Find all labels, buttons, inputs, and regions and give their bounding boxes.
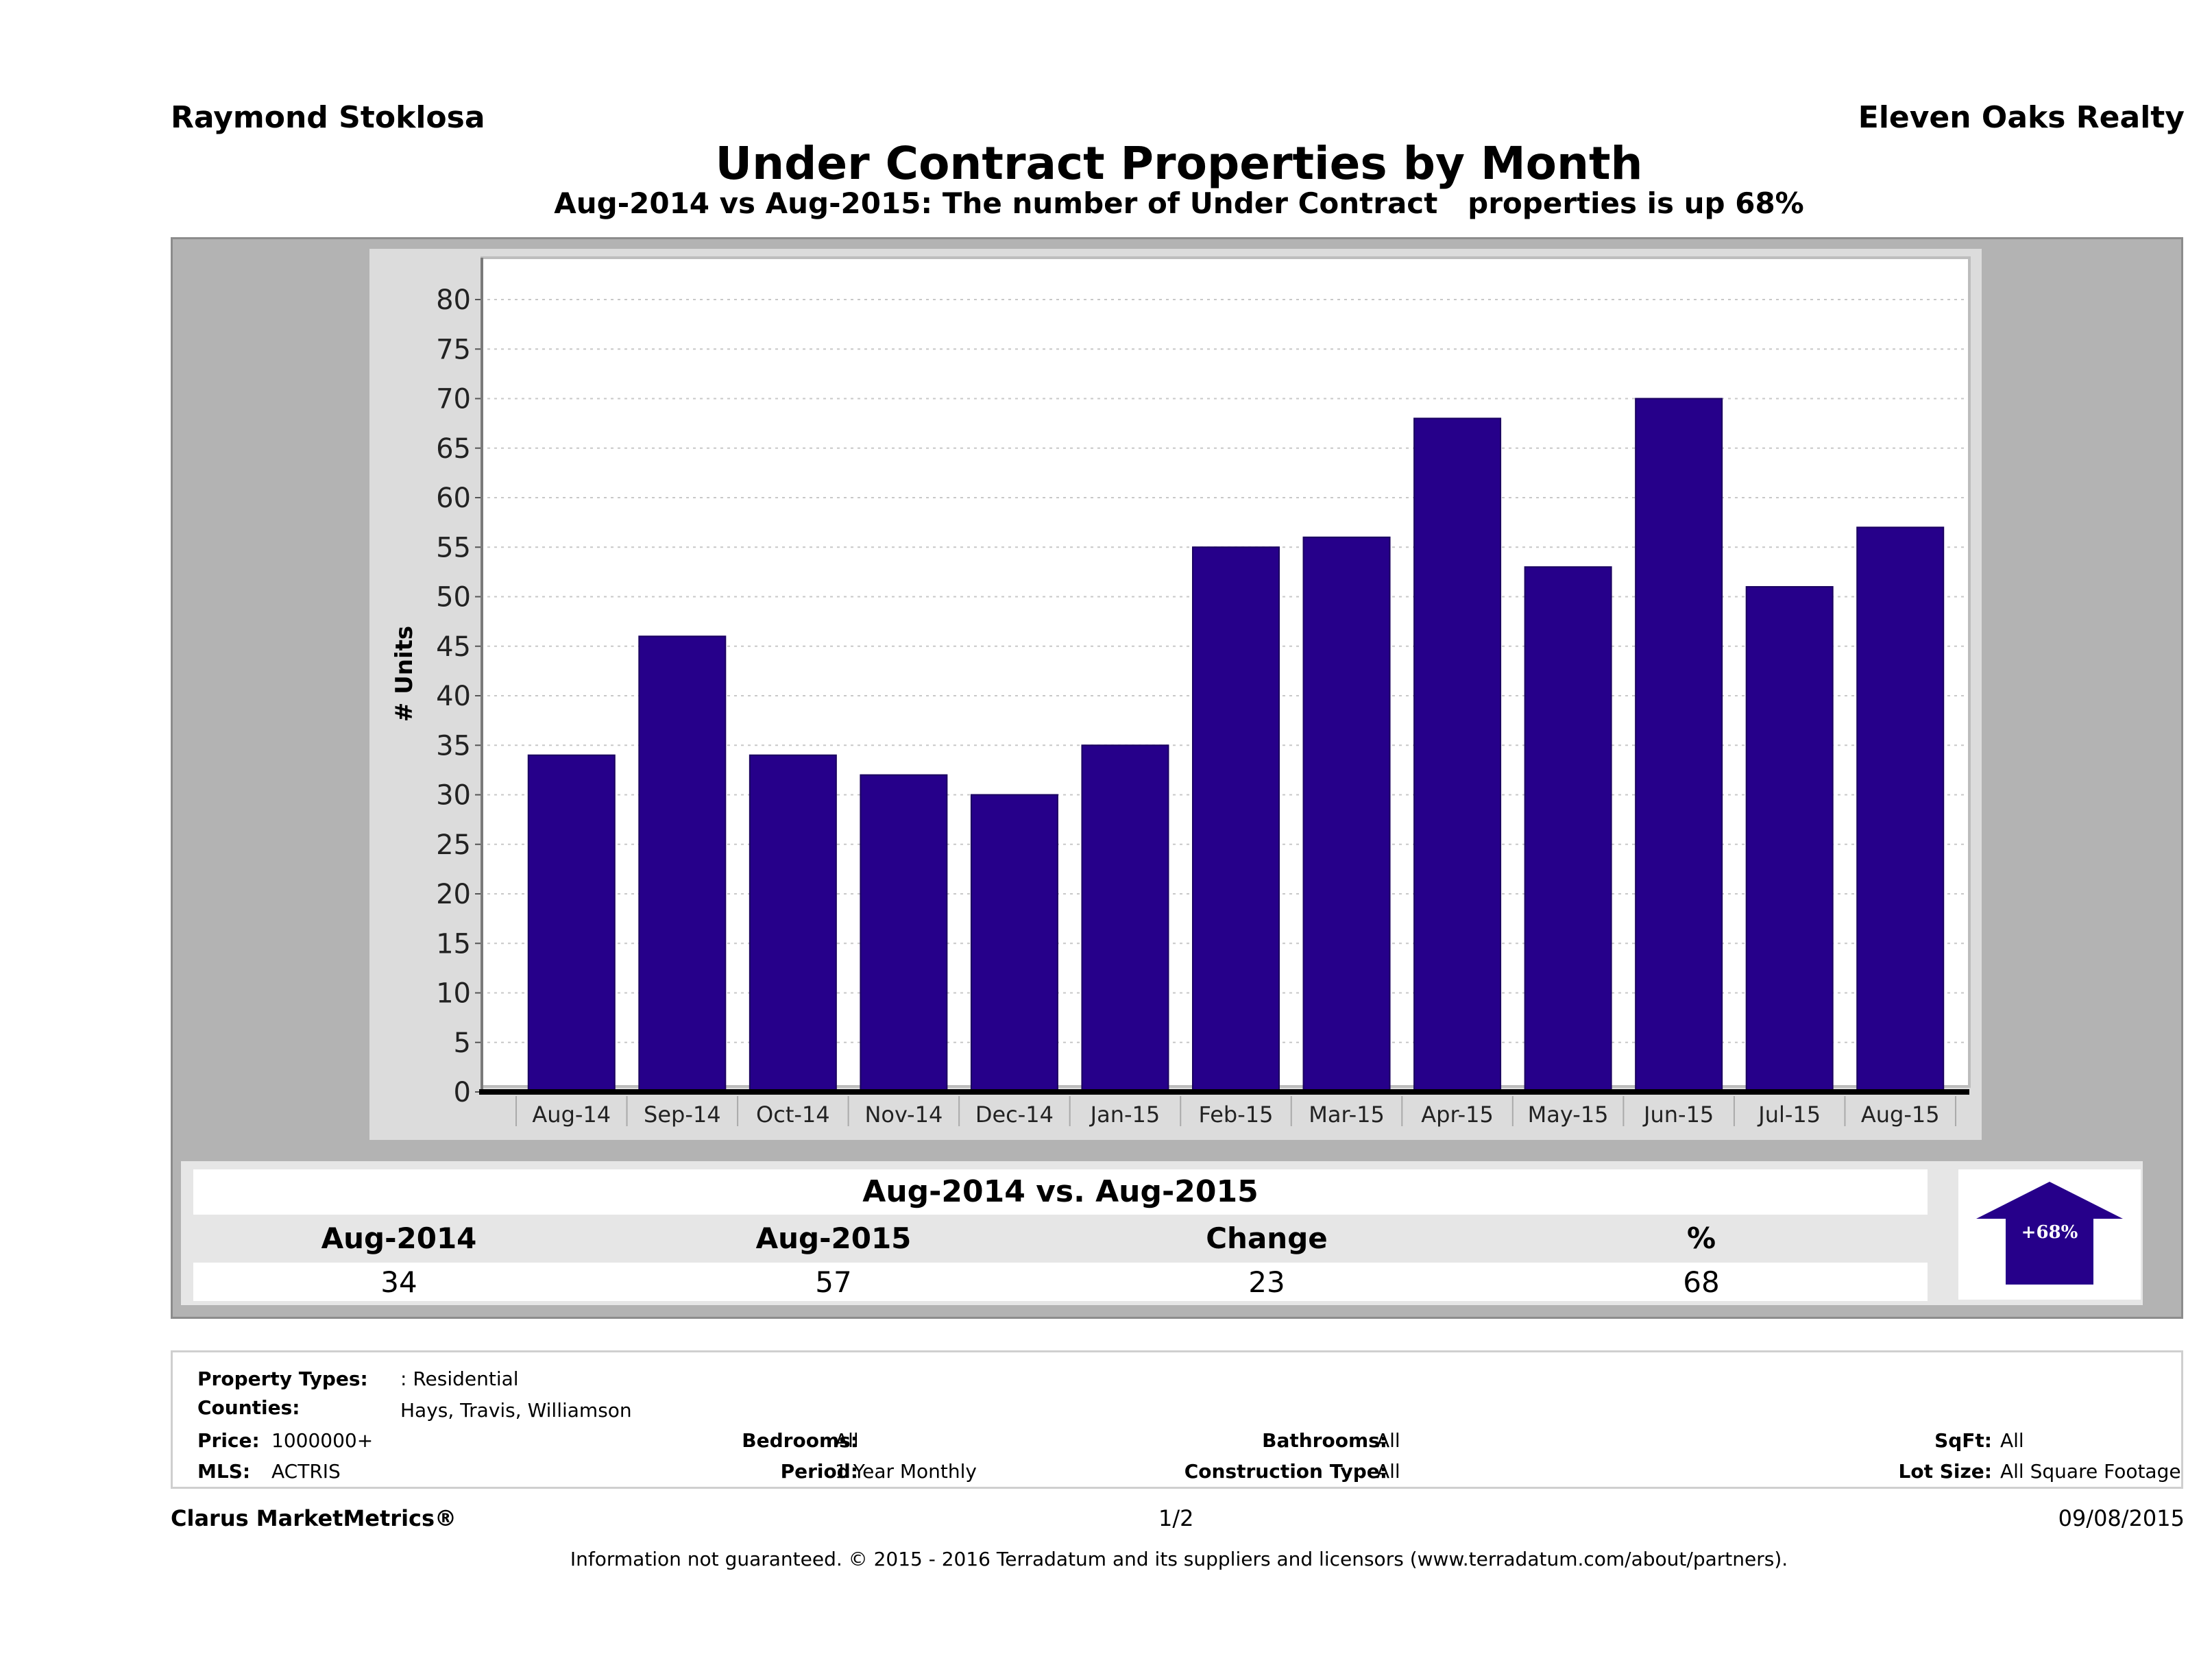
summary-title: Aug-2014 vs. Aug-2015 (193, 1169, 1928, 1215)
property-details: Property Types: : Residential Counties: … (171, 1350, 2183, 1489)
bar (1524, 566, 1612, 1093)
x-tick-label: Aug-15 (1861, 1102, 1940, 1128)
y-axis-label: # Units (391, 626, 418, 722)
bathrooms-label: Bathrooms: (1262, 1429, 1387, 1452)
lot-size-label: Lot Size: (1898, 1460, 1992, 1483)
y-tick-label: 40 (436, 681, 471, 712)
bar (1745, 586, 1834, 1093)
y-tick-label: 15 (436, 928, 471, 960)
summary-header-row: Aug-2014 Aug-2015 Change % (193, 1217, 1928, 1258)
bar (1302, 536, 1391, 1093)
agent-name: Raymond Stoklosa (171, 100, 485, 135)
x-tick-label: Apr-15 (1421, 1102, 1494, 1128)
y-tick-label: 0 (454, 1077, 471, 1108)
x-tick-label: Sep-14 (644, 1102, 721, 1128)
y-tick-label: 65 (436, 433, 471, 465)
construction-type-label: Construction Type: (1184, 1460, 1387, 1483)
company-name: Eleven Oaks Realty (1858, 100, 2185, 135)
x-tick-label: Oct-14 (756, 1102, 830, 1128)
lot-size-value: All Square Footage (2000, 1460, 2181, 1483)
property-types-label: Property Types: (197, 1367, 368, 1390)
y-tick-label: 5 (454, 1028, 471, 1059)
summary-value: 23 (1248, 1265, 1285, 1299)
sqft-label: SqFt: (1934, 1429, 1992, 1452)
bedrooms-value: All (835, 1429, 859, 1452)
x-tick-label: May-15 (1528, 1102, 1609, 1128)
y-tick-label: 60 (436, 483, 471, 514)
construction-type-value: All (1376, 1460, 1400, 1483)
period-value: 1 Year Monthly (835, 1460, 977, 1483)
counties-label: Counties: (197, 1396, 300, 1419)
summary-header: % (1686, 1221, 1716, 1255)
x-tick-label: Feb-15 (1199, 1102, 1274, 1128)
page-number: 1/2 (1158, 1505, 1194, 1531)
bar (1635, 398, 1723, 1093)
y-axis-ticks: 0 5 10 15 20 25 30 35 40 45 50 55 60 65 70 75 80 (436, 284, 482, 1108)
up-arrow-icon: +68% (1976, 1182, 2123, 1285)
summary-header: Aug-2014 (321, 1221, 477, 1255)
bars (527, 398, 1945, 1093)
bar (527, 754, 616, 1093)
bar (970, 794, 1058, 1093)
y-tick-label: 80 (436, 284, 471, 316)
mls-label: MLS: (197, 1460, 251, 1483)
bathrooms-value: All (1376, 1429, 1400, 1452)
x-tick-label: Dec-14 (975, 1102, 1054, 1128)
bar (638, 635, 727, 1093)
report-subtitle: Aug-2014 vs Aug-2015: The number of Unde… (554, 186, 1804, 220)
y-tick-label: 55 (436, 532, 471, 563)
x-tick-label: Aug-14 (532, 1102, 611, 1128)
bar (1413, 417, 1502, 1093)
y-tick-label: 25 (436, 829, 471, 861)
summary-header: Aug-2015 (755, 1221, 912, 1255)
y-tick-label: 75 (436, 334, 471, 365)
x-axis-ticks: Aug-14 Sep-14 Oct-14 Nov-14 Dec-14 Jan-15 Feb-… (515, 1096, 1956, 1128)
counties-value: Hays, Travis, Williamson (400, 1399, 632, 1422)
period-label: Period: (780, 1460, 858, 1483)
report-date: 09/08/2015 (2058, 1505, 2185, 1531)
bar-chart: 0 5 10 15 20 25 30 35 40 45 50 55 60 65 70 75 80 Aug-14 S… (391, 256, 1971, 1128)
y-tick-label: 50 (436, 582, 471, 613)
mls-value: ACTRIS (271, 1460, 341, 1483)
bar (1856, 526, 1945, 1093)
disclaimer: Information not guaranteed. © 2015 - 201… (570, 1548, 1788, 1570)
y-tick-label: 70 (436, 384, 471, 415)
x-tick-label: Jul-15 (1757, 1102, 1821, 1128)
y-tick-label: 35 (436, 730, 471, 762)
summary-value: 57 (815, 1265, 852, 1299)
price-value: 1000000+ (271, 1429, 374, 1452)
y-tick-label: 10 (436, 978, 471, 1010)
y-tick-label: 30 (436, 780, 471, 812)
x-tick-label: Nov-14 (864, 1102, 943, 1128)
footer-brand: Clarus MarketMetrics® (171, 1505, 457, 1531)
sqft-value: All (2000, 1429, 2024, 1452)
summary-value-row: 34 57 23 68 (193, 1263, 1928, 1301)
price-label: Price: (197, 1429, 260, 1452)
change-badge-text: +68% (2021, 1222, 2078, 1243)
bar (1081, 744, 1169, 1093)
report-title: Under Contract Properties by Month (715, 137, 1643, 190)
bar (749, 754, 837, 1093)
summary-value: 68 (1683, 1265, 1720, 1299)
y-tick-label: 20 (436, 879, 471, 910)
property-types-value: : Residential (400, 1367, 519, 1390)
x-tick-label: Jan-15 (1089, 1102, 1160, 1128)
summary-value: 34 (380, 1265, 417, 1299)
y-tick-label: 45 (436, 631, 471, 663)
bar (860, 774, 948, 1093)
bar (1192, 546, 1280, 1093)
bedrooms-label: Bedrooms: (742, 1429, 858, 1452)
x-tick-label: Mar-15 (1309, 1102, 1385, 1128)
change-badge: +68% (1958, 1169, 2141, 1300)
summary-header: Change (1206, 1221, 1328, 1255)
x-tick-label: Jun-15 (1642, 1102, 1714, 1128)
